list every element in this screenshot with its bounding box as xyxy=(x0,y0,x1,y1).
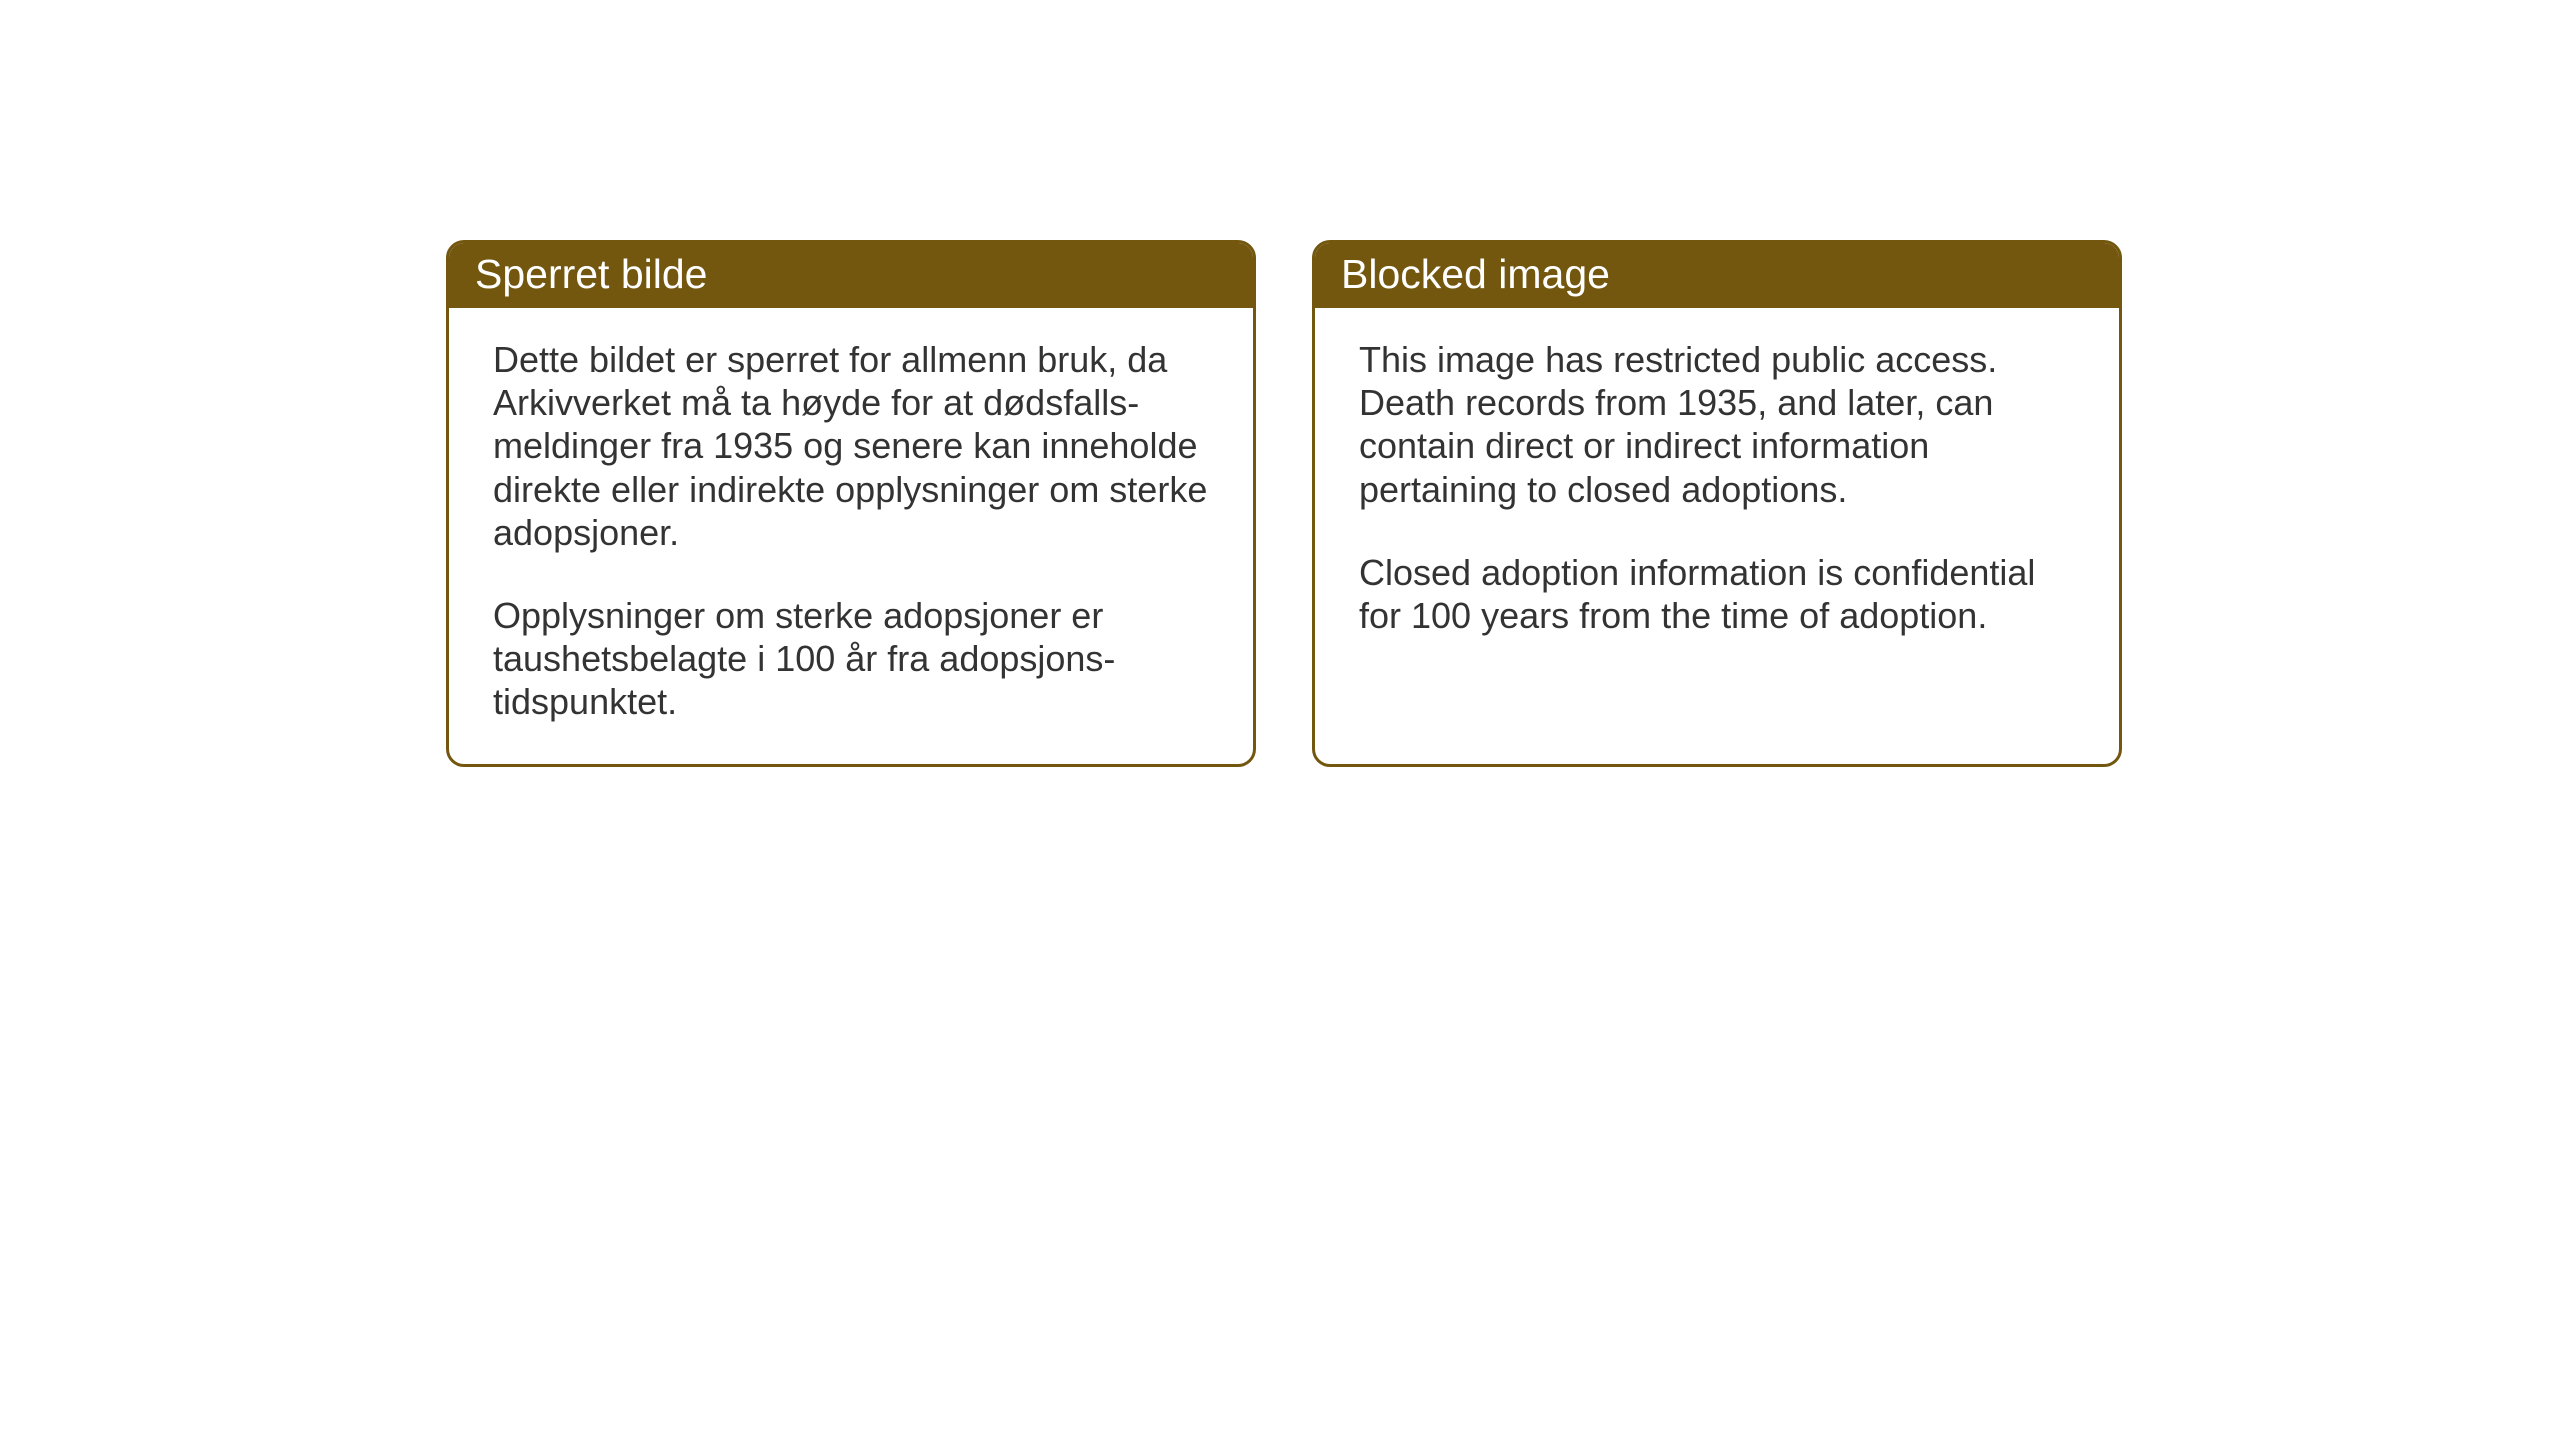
notice-paragraph: Dette bildet er sperret for allmenn bruk… xyxy=(493,338,1209,554)
notice-box-norwegian: Sperret bilde Dette bildet er sperret fo… xyxy=(446,240,1256,767)
notice-container: Sperret bilde Dette bildet er sperret fo… xyxy=(446,240,2122,767)
notice-header-english: Blocked image xyxy=(1315,243,2119,308)
notice-paragraph: Opplysninger om sterke adopsjoner er tau… xyxy=(493,594,1209,724)
notice-body-english: This image has restricted public access.… xyxy=(1315,308,2119,677)
notice-body-norwegian: Dette bildet er sperret for allmenn bruk… xyxy=(449,308,1253,764)
notice-box-english: Blocked image This image has restricted … xyxy=(1312,240,2122,767)
notice-paragraph: Closed adoption information is confident… xyxy=(1359,551,2075,637)
notice-paragraph: This image has restricted public access.… xyxy=(1359,338,2075,511)
notice-header-norwegian: Sperret bilde xyxy=(449,243,1253,308)
